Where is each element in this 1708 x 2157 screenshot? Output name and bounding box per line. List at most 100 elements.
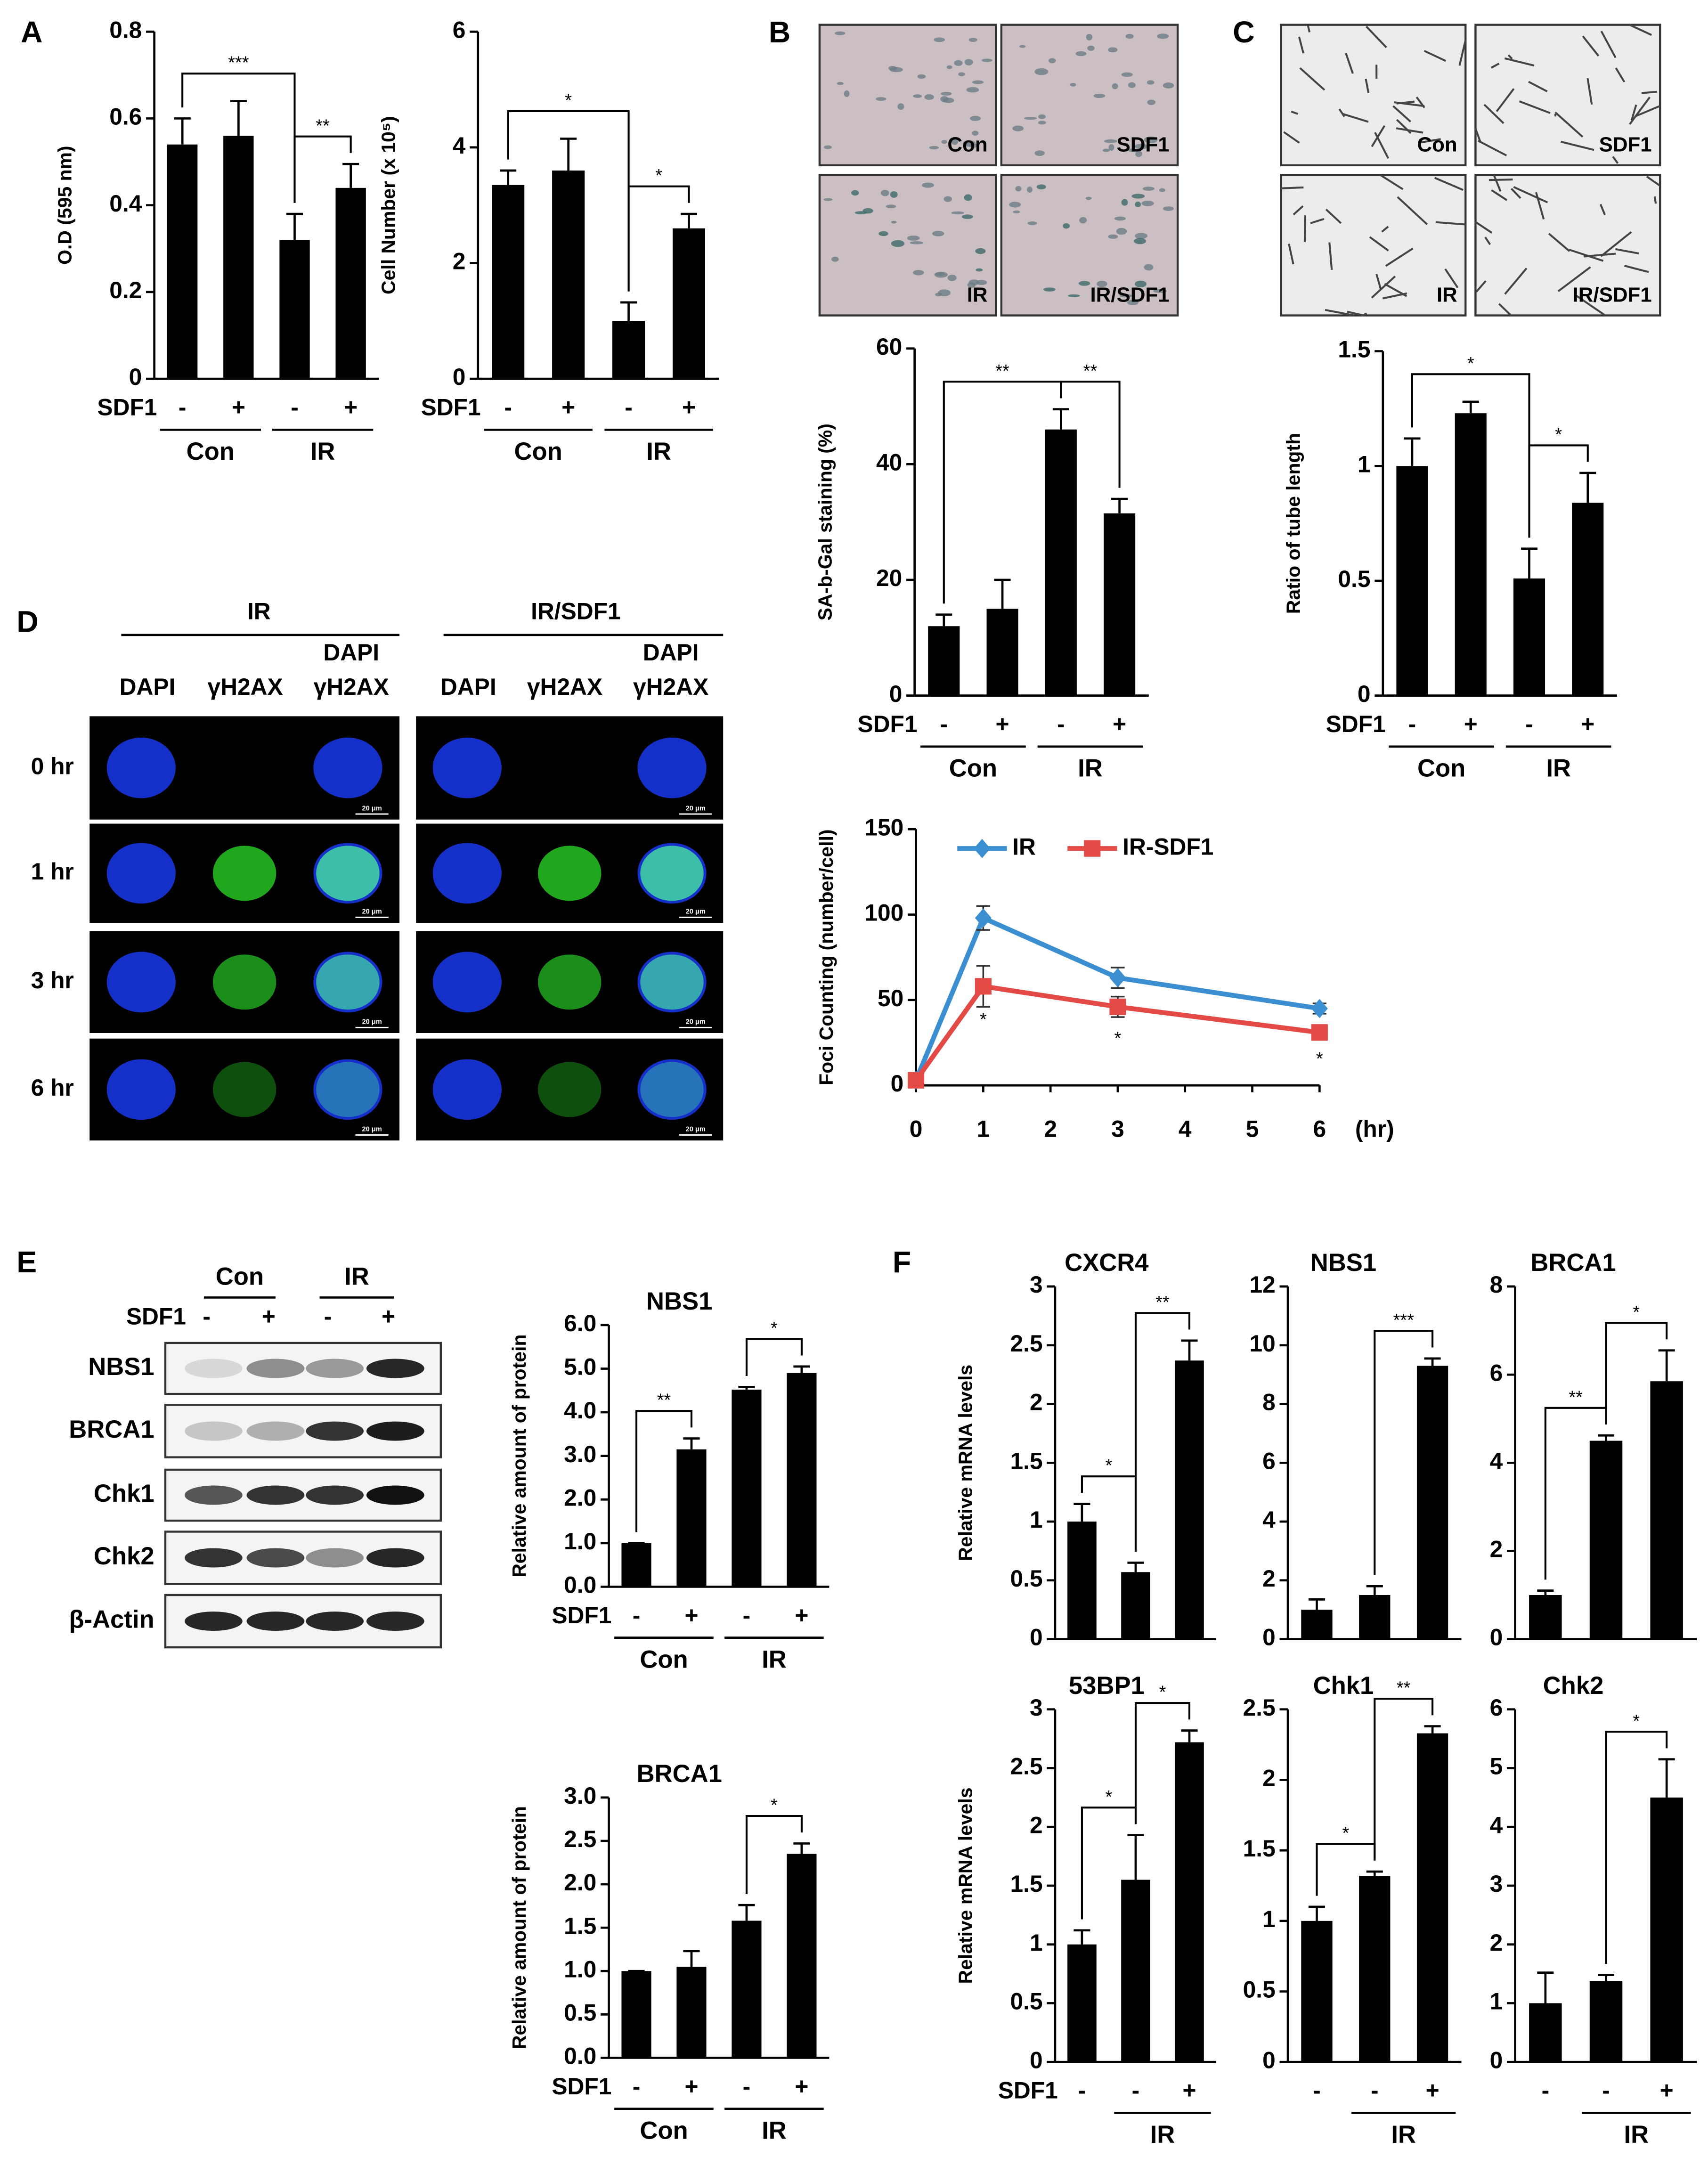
- y-tick-label: 0: [891, 1070, 904, 1097]
- nucleus: [637, 737, 707, 798]
- error-bar: [1181, 1729, 1198, 1742]
- error-bar: [500, 169, 517, 185]
- cell: [1062, 223, 1070, 229]
- foci: [537, 1062, 602, 1117]
- error-bar: [1404, 437, 1421, 466]
- bar: [928, 626, 960, 696]
- cell: [951, 211, 964, 215]
- image-label: Con: [947, 133, 987, 156]
- bar: [1589, 1441, 1623, 1639]
- y-tick-label: 0: [1490, 2047, 1503, 2073]
- y-tick-label: 0.2: [109, 277, 142, 303]
- y-axis-label: SA-b-Gal staining (%): [814, 423, 836, 620]
- panel-letter: D: [16, 605, 38, 639]
- y-tick-label: 4: [1262, 1506, 1276, 1533]
- y-tick-label: 0.8: [109, 16, 142, 43]
- nucleus: [106, 737, 176, 798]
- error-bar: [683, 1437, 700, 1449]
- chart-title: NBS1: [1310, 1249, 1376, 1277]
- row-label: SDF1: [552, 2073, 611, 2100]
- blot-band: [366, 1421, 424, 1441]
- image-label: IR/SDF1: [1573, 283, 1652, 306]
- y-tick-label: 4: [1490, 1812, 1503, 1838]
- cell: [862, 208, 873, 214]
- cell: [886, 204, 896, 209]
- cell: [1096, 280, 1107, 287]
- group-label: IR: [1546, 754, 1571, 782]
- bar: [1301, 1921, 1333, 2062]
- cell: [1121, 72, 1133, 77]
- cell: [851, 190, 859, 196]
- cell: [1093, 94, 1106, 98]
- significance-label: *: [1342, 1823, 1349, 1843]
- y-tick-label: 6.0: [564, 1310, 596, 1336]
- x-tick-label: +: [561, 394, 575, 421]
- y-tick-label: 2.5: [1243, 1694, 1276, 1721]
- x-tick-label: -: [743, 1602, 751, 1628]
- x-tick-label: -: [1132, 2077, 1140, 2104]
- row-label: SDF1: [421, 394, 481, 421]
- group-label: IR: [344, 1262, 369, 1290]
- error-bar: [994, 578, 1011, 609]
- cell: [1103, 148, 1110, 152]
- x-tick-label: +: [1113, 711, 1126, 737]
- scale-bar-label: 20 μm: [686, 805, 706, 812]
- chart-title: Chk2: [1543, 1672, 1604, 1700]
- cell: [1135, 201, 1141, 208]
- error-bar: [1424, 1357, 1441, 1366]
- bar: [1121, 1880, 1150, 2062]
- y-tick-label: 1: [1358, 451, 1371, 477]
- cell: [1128, 148, 1138, 152]
- marker: [1311, 1024, 1328, 1041]
- x-tick-label: -: [291, 394, 299, 421]
- bar: [1067, 1944, 1097, 2062]
- y-tick-label: 6: [1490, 1694, 1503, 1721]
- y-tick-label: 0.6: [109, 104, 142, 130]
- foci: [212, 846, 277, 901]
- bar: [223, 136, 254, 379]
- error-bar: [1424, 1725, 1441, 1734]
- row-label: SDF1: [552, 1602, 611, 1628]
- significance-label: *: [1467, 354, 1474, 374]
- y-tick-label: 1.5: [1338, 336, 1370, 363]
- panel-letter: C: [1233, 15, 1254, 49]
- y-tick-label: 0.5: [1010, 1988, 1043, 2015]
- nucleus: [432, 737, 502, 798]
- x-tick-label: -: [1542, 2077, 1550, 2104]
- blot-band: [184, 1485, 243, 1505]
- y-axis-label: Relative amount of protein: [508, 1335, 530, 1578]
- row-label: SDF1: [857, 711, 917, 737]
- bar: [612, 321, 645, 379]
- bar: [732, 1921, 762, 2058]
- bar: [492, 185, 525, 379]
- significance-bracket: [1134, 1702, 1191, 1824]
- lane-label: -: [324, 1303, 332, 1329]
- cell: [1135, 233, 1147, 239]
- error-bar: [680, 212, 698, 228]
- bar: [621, 1543, 651, 1587]
- cell: [824, 145, 832, 149]
- cell: [1163, 206, 1174, 211]
- cell: [935, 272, 945, 276]
- significance-label: *: [1633, 1302, 1640, 1322]
- x-tick-label: -: [1408, 711, 1416, 737]
- y-tick-label: 5.0: [564, 1354, 596, 1380]
- cell: [934, 37, 945, 42]
- bar: [672, 228, 706, 379]
- blot-band: [246, 1548, 305, 1568]
- cell: [1012, 125, 1024, 131]
- column-label: DAPI: [120, 674, 176, 700]
- x-tick-label: -: [1057, 711, 1065, 737]
- significance-label: **: [1397, 1678, 1411, 1698]
- group-label: IR/SDF1: [531, 598, 621, 624]
- tube-network: [1474, 24, 1661, 164]
- tube-image: [1280, 174, 1467, 317]
- group-label: IR: [762, 2116, 787, 2144]
- error-bar: [1537, 1971, 1554, 2003]
- error-bar: [1074, 1503, 1090, 1522]
- blot-band: [184, 1359, 243, 1378]
- y-tick-label: 3: [1030, 1271, 1043, 1298]
- marker: [908, 1072, 925, 1089]
- series-line: [914, 984, 1320, 1082]
- y-tick-label: 2: [1262, 1565, 1276, 1592]
